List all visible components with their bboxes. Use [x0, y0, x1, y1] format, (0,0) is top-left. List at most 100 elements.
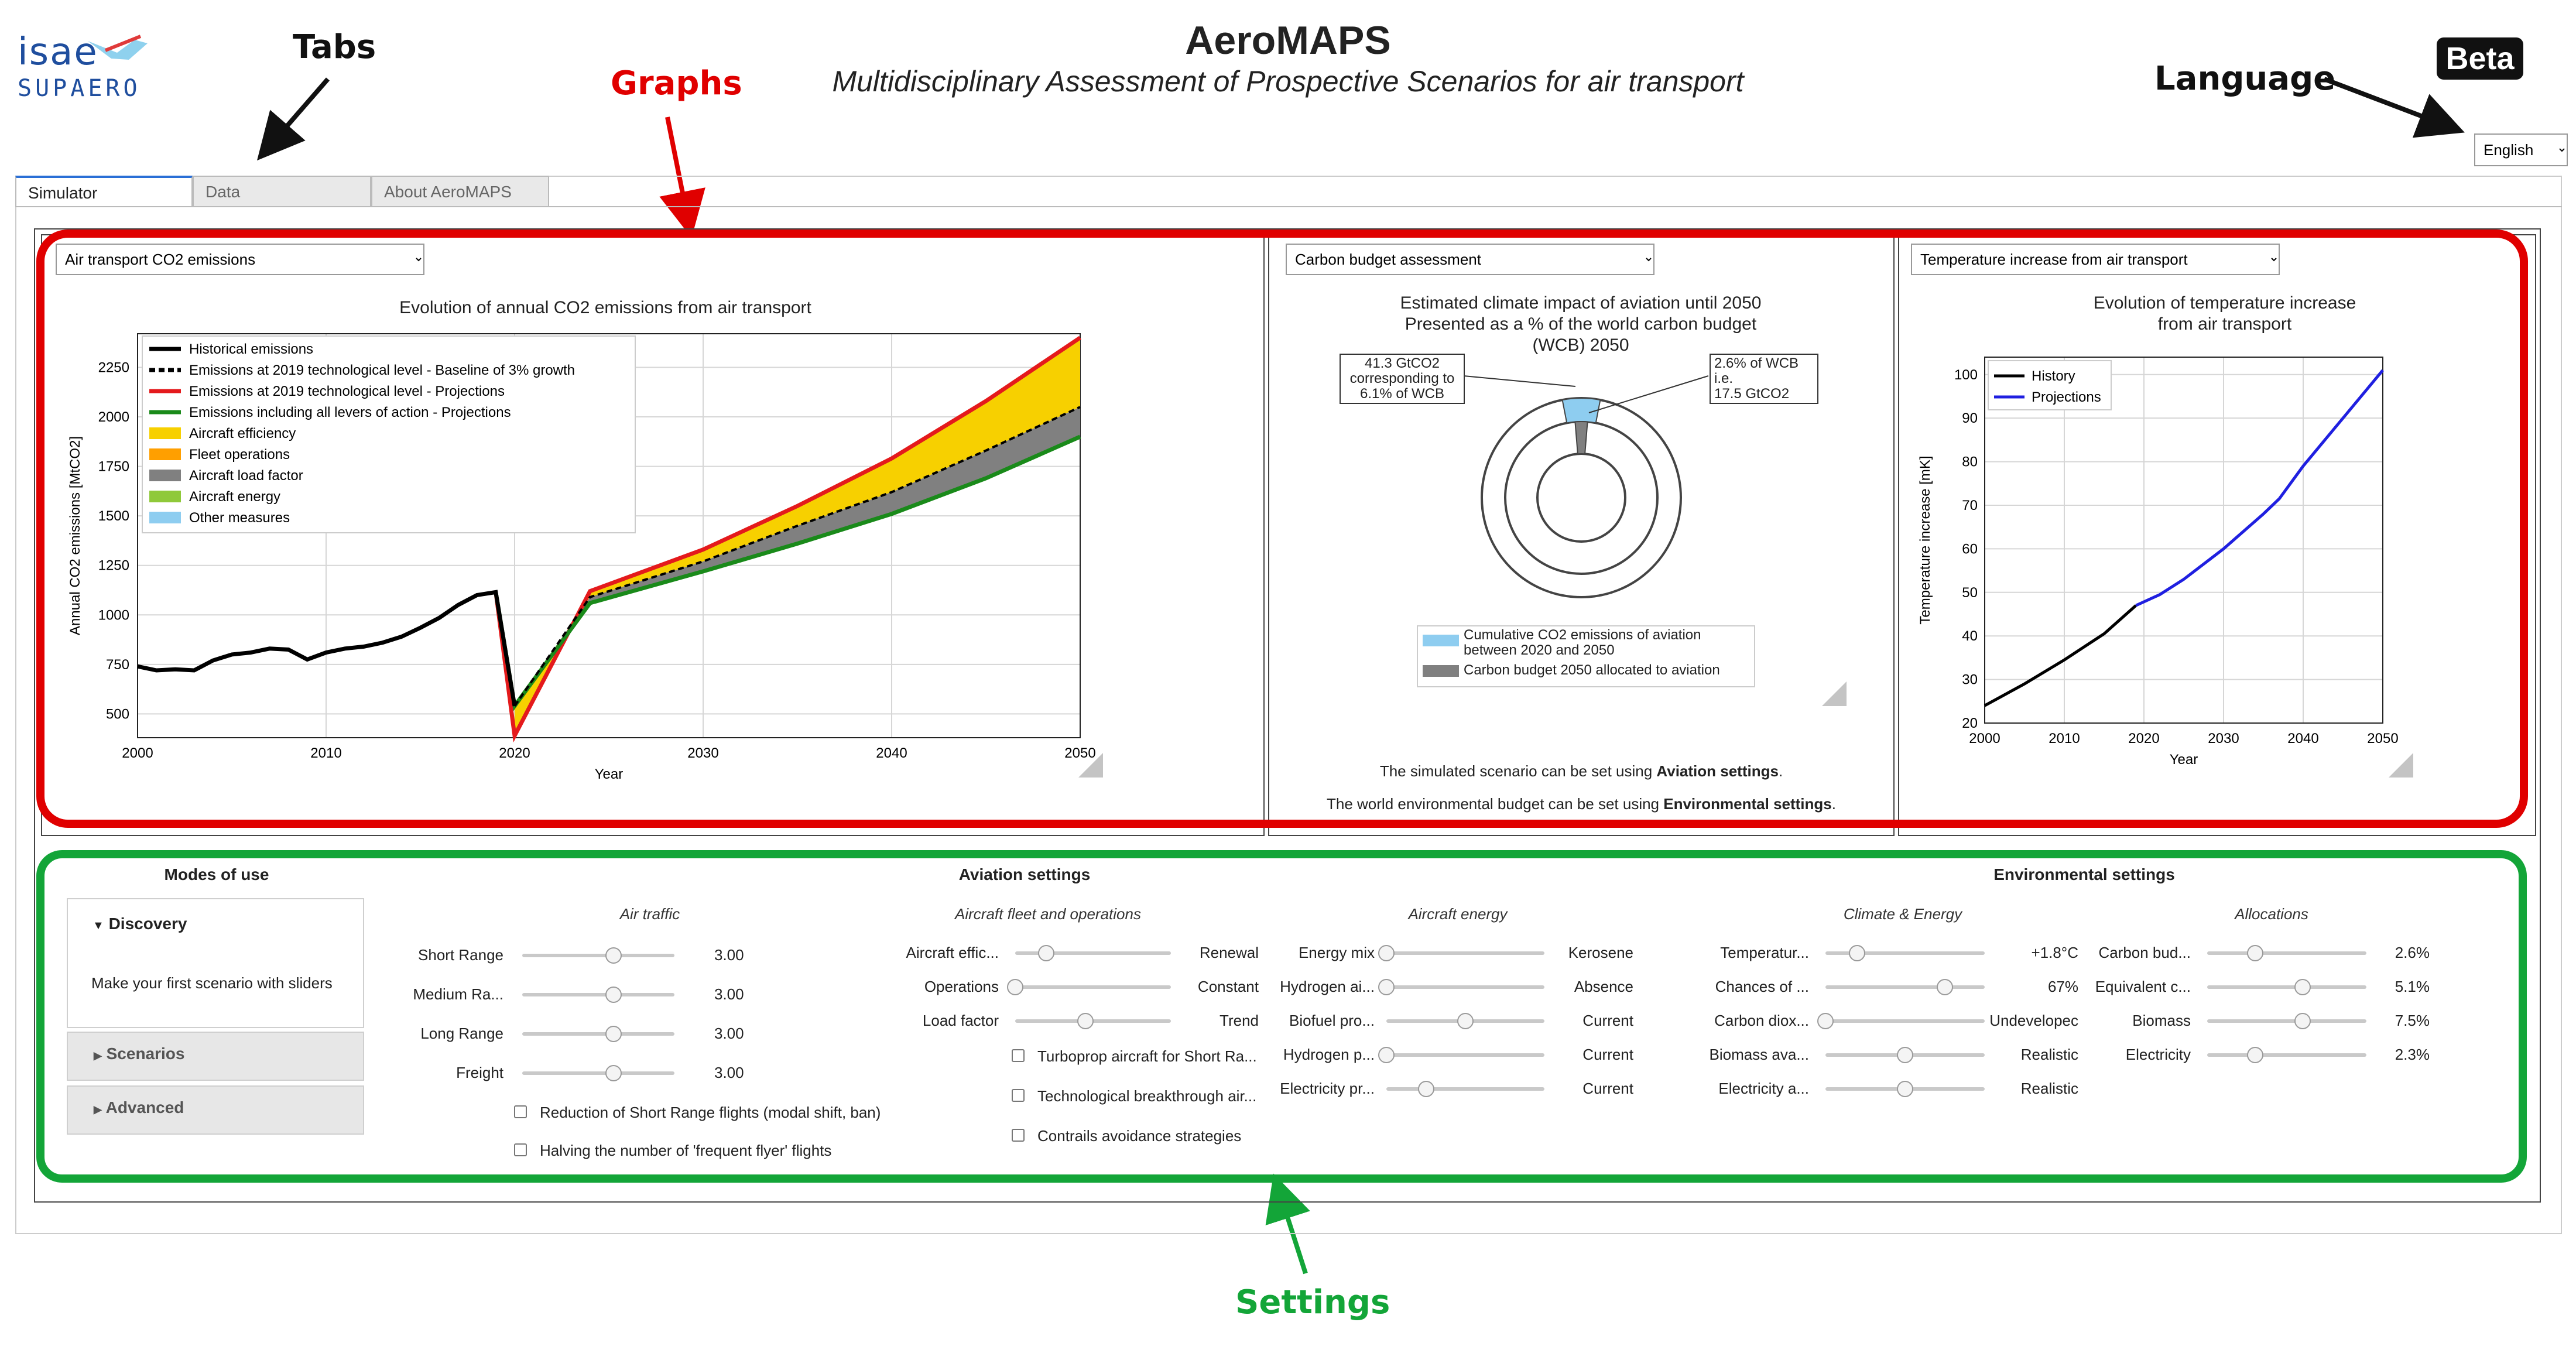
y-axis-label: Annual CO2 emissions [MtCO2] [67, 436, 83, 635]
tab-simulator[interactable]: Simulator [15, 176, 193, 206]
slider-track[interactable] [522, 1071, 674, 1075]
plot-frame [137, 333, 1081, 738]
slider-track[interactable] [2207, 1019, 2366, 1023]
slider-handle[interactable] [2246, 1047, 2263, 1063]
x-tick-label: 2020 [2128, 731, 2159, 746]
settings-arrow [1265, 1173, 1310, 1275]
tab-about[interactable]: About AeroMAPS [371, 176, 549, 206]
slider-handle[interactable] [1378, 1047, 1395, 1063]
slider-track[interactable] [2207, 951, 2366, 955]
discovery-description: Make your first scenario with sliders [91, 974, 333, 992]
slider-label: Biofuel pro... [1289, 1012, 1375, 1029]
legend-label: History [2032, 368, 2075, 384]
chart2-left-note-line2: corresponding to [1349, 371, 1455, 386]
legend-swatch [149, 470, 181, 481]
slider-label: Hydrogen ai... [1280, 978, 1375, 995]
tab-data[interactable]: Data [193, 176, 371, 206]
slider-track[interactable] [1386, 985, 1544, 989]
slider-handle[interactable] [605, 1026, 622, 1042]
slider-value: 5.1% [2395, 978, 2430, 995]
slider-handle[interactable] [2294, 1013, 2311, 1029]
slider-handle[interactable] [1897, 1081, 1913, 1097]
slider-label: Biomass ava... [1709, 1046, 1809, 1063]
slider-track[interactable] [1386, 951, 1544, 955]
slider-handle[interactable] [1849, 945, 1866, 961]
chart-emissions: 2000 2010 2020 2030 2040 2050 500 750 1000 1250 15… [67, 333, 1096, 782]
legend-label: Emissions at 2019 technological level - … [189, 383, 505, 399]
checkbox-modal-shift-label: Reduction of Short Range flights (modal … [540, 1104, 881, 1121]
checkbox-modal-shift[interactable] [514, 1105, 527, 1118]
slider-track[interactable] [522, 954, 674, 957]
slider-track[interactable] [1386, 1087, 1544, 1091]
slider-track[interactable] [522, 993, 674, 996]
slider-handle[interactable] [1417, 1081, 1434, 1097]
slider-handle[interactable] [1007, 979, 1023, 995]
legend-swatch-budget [1423, 665, 1459, 677]
graph3-select[interactable]: Temperature increase from air transport [1911, 244, 2280, 275]
slider-track[interactable] [1825, 951, 1985, 955]
legend-label-cumulative-1: Cumulative CO2 emissions of aviation [1464, 627, 1701, 643]
chart2-right-note-line2: i.e. [1714, 371, 1734, 386]
slider-value: Kerosene [1568, 944, 1633, 961]
checkbox-frequent-flyer[interactable] [514, 1143, 527, 1156]
modes-title: Modes of use [164, 865, 269, 883]
checkbox-breakthrough[interactable] [1012, 1089, 1025, 1102]
resize-handle-icon[interactable] [2389, 753, 2414, 779]
slider-handle[interactable] [1038, 945, 1055, 961]
slider-handle[interactable] [605, 947, 622, 964]
checkbox-turboprop[interactable] [1012, 1049, 1025, 1062]
slider-track[interactable] [1825, 1019, 1985, 1023]
mode-discovery[interactable]: ▼ Discovery Make your first scenario wit… [67, 898, 364, 1028]
discovery-label: Discovery [108, 915, 187, 933]
mode-scenarios[interactable]: ▶ Scenarios [67, 1032, 364, 1081]
resize-handle-icon[interactable] [1078, 753, 1104, 779]
slider-handle[interactable] [1817, 1013, 1834, 1029]
slider-track[interactable] [522, 1032, 674, 1036]
slider-label: Electricity a... [1718, 1080, 1809, 1097]
graph1-select[interactable]: Air transport CO2 emissions [56, 244, 424, 275]
slider-handle[interactable] [605, 1065, 622, 1081]
graph2-select[interactable]: Carbon budget assessment [1286, 244, 1654, 275]
y-tick-label: 500 [106, 706, 129, 722]
series-line-historical [137, 590, 517, 707]
y-tick-label: 70 [1962, 498, 1978, 513]
slider-handle[interactable] [1937, 979, 1953, 995]
slider-value: Realistic [2020, 1046, 2078, 1063]
slider-track[interactable] [2207, 985, 2366, 989]
y-tick-label: 1750 [98, 459, 129, 475]
slider-handle[interactable] [1378, 979, 1395, 995]
slider-handle[interactable] [1077, 1013, 1094, 1029]
graphs-arrow [659, 117, 705, 238]
legend-swatch [149, 491, 181, 502]
slider-handle[interactable] [2294, 979, 2311, 995]
slider-label: Energy mix [1298, 944, 1375, 961]
mode-advanced[interactable]: ▶ Advanced [67, 1085, 364, 1135]
slider-track[interactable] [1015, 951, 1171, 955]
discovery-header[interactable]: ▼ Discovery [93, 915, 187, 933]
resize-handle-icon[interactable] [1822, 681, 1848, 707]
slider-track[interactable] [1015, 985, 1171, 989]
slider-value: Current [1582, 1046, 1633, 1063]
checkbox-contrails[interactable] [1012, 1129, 1025, 1142]
app-window [15, 176, 2562, 1234]
slider-track[interactable] [1825, 985, 1985, 989]
series-line-projections [2135, 369, 2384, 607]
y-tick-label: 1500 [98, 508, 129, 524]
chart2-right-note: 2.6% of WCB i.e. 17.5 GtCO2 [1710, 354, 1818, 404]
allocations-title: Allocations [2235, 905, 2308, 923]
slider-label: Load factor [922, 1012, 999, 1029]
slider-track[interactable] [2207, 1053, 2366, 1057]
y-axis-label: Temperature increase [mK] [1917, 455, 1933, 624]
y-tick-label: 30 [1962, 672, 1978, 688]
slider-handle[interactable] [1457, 1013, 1474, 1029]
slider-value: Absence [1574, 978, 1633, 995]
slider-handle[interactable] [1378, 945, 1395, 961]
language-arrow [2323, 77, 2465, 138]
leader-line-left [1463, 375, 1576, 387]
slider-handle[interactable] [1897, 1047, 1913, 1063]
slider-handle[interactable] [2246, 945, 2263, 961]
language-select[interactable]: English [2474, 133, 2568, 166]
slider-handle[interactable] [605, 987, 622, 1003]
slider-track[interactable] [1386, 1053, 1544, 1057]
legend-swatch [149, 427, 181, 439]
